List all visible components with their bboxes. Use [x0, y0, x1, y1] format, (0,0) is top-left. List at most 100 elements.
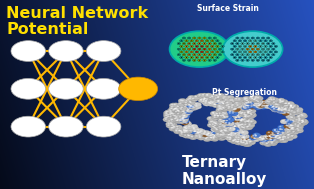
Circle shape [213, 127, 221, 132]
Circle shape [170, 122, 172, 124]
Circle shape [242, 113, 250, 118]
Circle shape [215, 95, 223, 100]
Circle shape [260, 137, 268, 142]
Circle shape [234, 110, 242, 115]
Circle shape [211, 127, 219, 132]
Circle shape [232, 99, 235, 100]
Circle shape [190, 105, 198, 110]
Circle shape [214, 135, 217, 136]
Circle shape [296, 110, 299, 112]
Circle shape [203, 97, 206, 99]
Circle shape [220, 134, 222, 135]
Circle shape [185, 97, 193, 102]
Circle shape [269, 57, 273, 59]
Circle shape [184, 134, 186, 136]
Circle shape [262, 54, 264, 55]
Circle shape [250, 114, 252, 115]
Circle shape [242, 142, 244, 143]
Circle shape [281, 129, 283, 130]
Circle shape [223, 120, 225, 121]
Circle shape [245, 114, 248, 115]
Circle shape [247, 110, 250, 112]
Circle shape [284, 105, 286, 107]
Circle shape [243, 115, 251, 120]
Circle shape [199, 132, 201, 133]
Circle shape [218, 130, 220, 131]
Circle shape [185, 40, 188, 42]
Circle shape [218, 106, 220, 108]
Circle shape [176, 109, 184, 114]
Circle shape [241, 135, 243, 136]
Circle shape [254, 46, 256, 47]
Circle shape [217, 133, 220, 135]
Circle shape [226, 136, 228, 138]
Circle shape [176, 110, 184, 115]
Circle shape [232, 113, 240, 118]
Circle shape [217, 46, 218, 47]
Circle shape [236, 37, 239, 39]
Circle shape [11, 116, 46, 137]
Circle shape [227, 98, 236, 103]
Text: Ternary
Nanoalloy: Ternary Nanoalloy [182, 155, 268, 187]
Circle shape [242, 111, 250, 116]
Circle shape [288, 103, 290, 104]
Circle shape [173, 115, 176, 116]
Circle shape [210, 40, 214, 42]
Circle shape [205, 101, 207, 102]
Circle shape [193, 104, 202, 109]
Circle shape [214, 60, 216, 61]
Circle shape [264, 140, 267, 142]
Circle shape [227, 136, 235, 141]
Circle shape [283, 107, 291, 112]
Circle shape [170, 118, 178, 122]
Circle shape [165, 112, 167, 113]
Circle shape [246, 111, 254, 116]
Circle shape [219, 101, 228, 105]
Circle shape [183, 132, 186, 133]
Circle shape [190, 105, 192, 107]
Circle shape [287, 119, 290, 120]
Circle shape [233, 45, 236, 47]
Circle shape [297, 108, 299, 110]
Circle shape [216, 40, 219, 42]
Circle shape [184, 129, 192, 134]
Circle shape [247, 121, 250, 122]
Circle shape [282, 104, 290, 109]
Circle shape [206, 101, 214, 106]
Circle shape [214, 116, 216, 118]
Circle shape [222, 132, 224, 133]
Circle shape [301, 122, 303, 123]
Circle shape [294, 123, 297, 125]
Circle shape [192, 98, 194, 99]
Circle shape [219, 137, 222, 138]
Circle shape [213, 122, 215, 123]
Circle shape [214, 112, 222, 117]
Circle shape [172, 107, 181, 112]
Circle shape [241, 130, 249, 135]
Circle shape [163, 117, 171, 122]
Circle shape [190, 124, 198, 129]
Circle shape [185, 109, 193, 114]
Circle shape [259, 136, 261, 138]
Circle shape [213, 96, 221, 101]
Circle shape [49, 78, 83, 99]
Circle shape [282, 108, 290, 112]
Circle shape [234, 107, 242, 112]
Circle shape [227, 99, 229, 101]
Circle shape [251, 103, 253, 105]
Circle shape [222, 115, 230, 120]
Circle shape [236, 102, 238, 104]
Circle shape [284, 127, 292, 132]
Circle shape [250, 110, 252, 111]
Circle shape [274, 51, 278, 53]
Circle shape [297, 126, 299, 127]
Circle shape [218, 129, 226, 134]
Circle shape [229, 103, 237, 108]
Circle shape [188, 104, 190, 106]
Circle shape [243, 45, 247, 47]
Circle shape [220, 133, 228, 138]
Circle shape [248, 119, 250, 121]
Circle shape [257, 103, 265, 108]
Circle shape [279, 99, 281, 100]
Circle shape [184, 129, 186, 131]
